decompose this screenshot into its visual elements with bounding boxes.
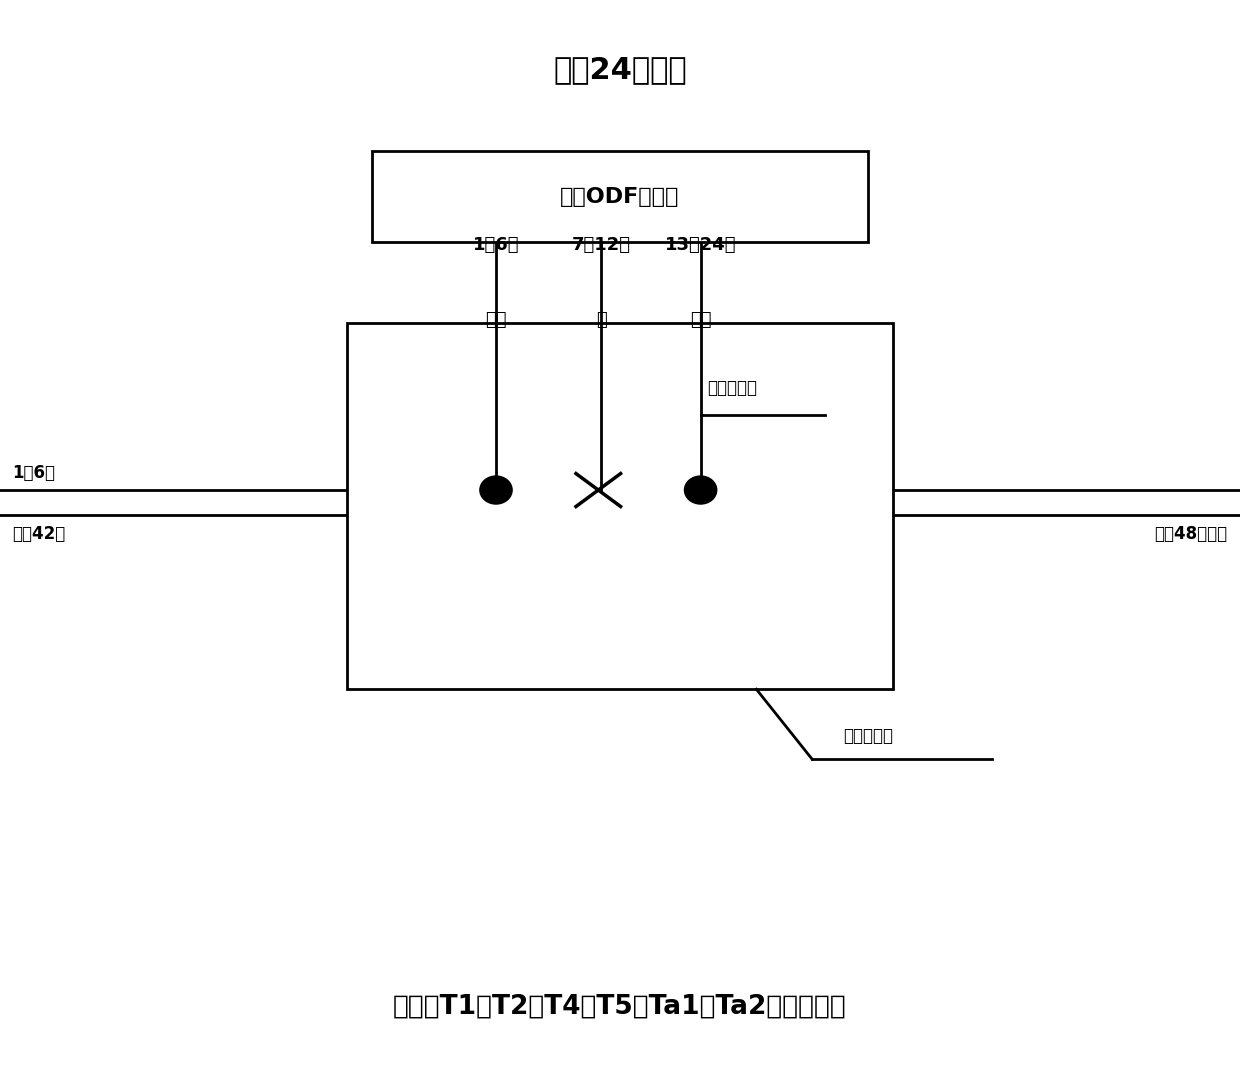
Bar [347, 323, 893, 689]
Text: 回: 回 [596, 311, 606, 330]
Text: 其余42芯: 其余42芯 [12, 526, 66, 543]
Text: 7至12芯: 7至12芯 [572, 236, 631, 254]
Text: 适用于T1、T2、T4、T5、Ta1、Ta2分支接头点: 适用于T1、T2、T4、T5、Ta1、Ta2分支接头点 [393, 994, 847, 1020]
Text: 光缆接头盘: 光缆接头盘 [843, 727, 893, 744]
Text: 13至24芯: 13至24芯 [665, 236, 737, 254]
Text: 1至6芯: 1至6芯 [472, 236, 520, 254]
Text: 分攧24芯光缆: 分攧24芯光缆 [553, 56, 687, 84]
Circle shape [480, 476, 512, 504]
Text: 主用: 主用 [485, 311, 507, 330]
Text: 1至6芯: 1至6芯 [12, 464, 56, 481]
Text: 主构48芯光缆: 主构48芯光缆 [1154, 526, 1228, 543]
Bar [372, 151, 868, 242]
Circle shape [684, 476, 717, 504]
Text: 备用: 备用 [689, 311, 712, 330]
Text: 光缆接头点: 光缆接头点 [707, 379, 756, 396]
Text: 分支ODF配线盘: 分支ODF配线盘 [560, 186, 680, 207]
